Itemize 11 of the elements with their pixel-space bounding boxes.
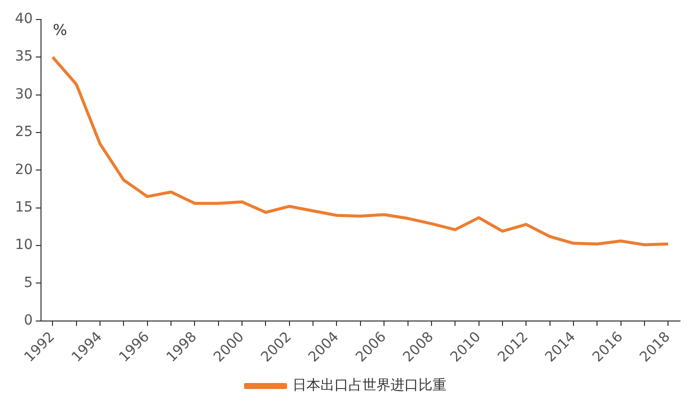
y-tick-label: 40 [14, 11, 33, 28]
y-tick-label: 35 [14, 48, 33, 65]
y-tick-label: 25 [14, 124, 33, 140]
y-tick-label: 10 [14, 237, 33, 254]
y-tick-label: 5 [24, 274, 33, 291]
y-tick-label: 20 [14, 162, 33, 178]
y-tick-label: 30 [14, 86, 33, 102]
y-tick-label: 0 [24, 312, 33, 329]
y-tick-label: 15 [14, 199, 33, 216]
y-axis-title: % [52, 20, 68, 39]
legend-label: 日本出口占世界进口比重 [292, 378, 446, 394]
